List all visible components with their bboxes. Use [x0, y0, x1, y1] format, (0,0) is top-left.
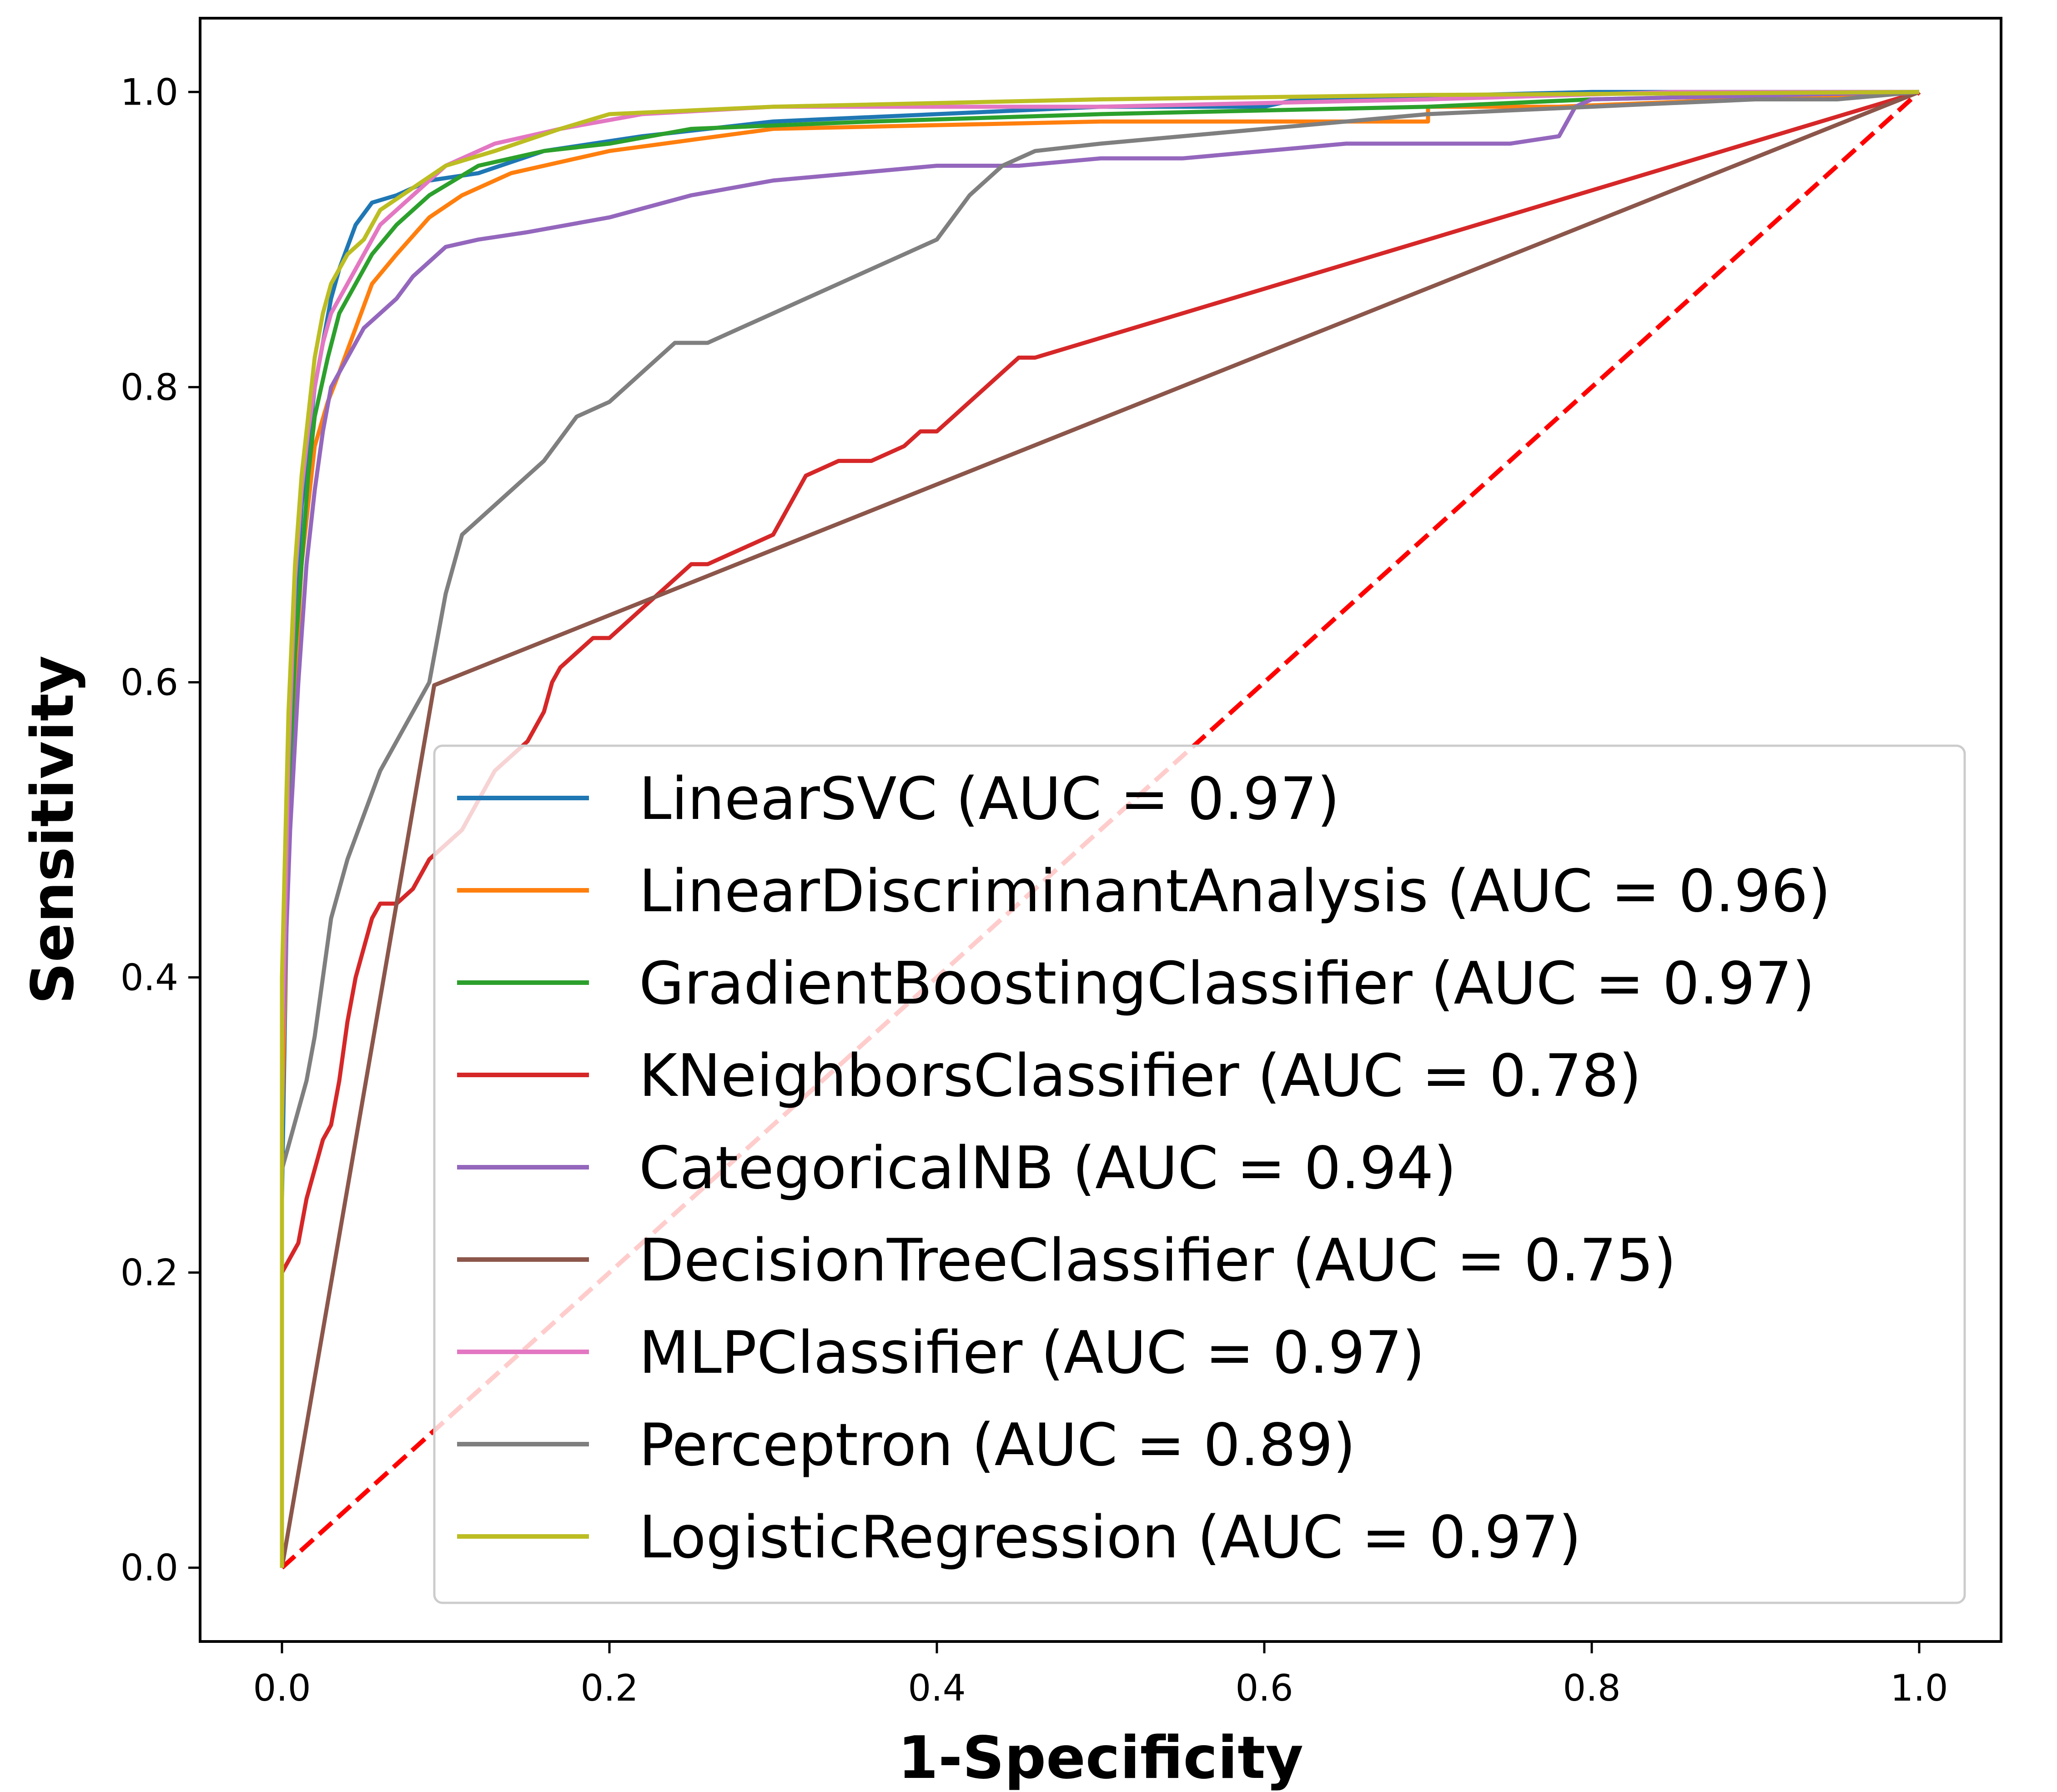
y-tick-label: 1.0: [121, 71, 178, 113]
legend-label-7: Perceptron (AUC = 0.89): [639, 1411, 1356, 1479]
x-axis-ticks: 0.0 0.2 0.4 0.6 0.8 1.0: [253, 1641, 1948, 1709]
x-tick-label: 0.8: [1563, 1667, 1620, 1709]
series-line-3: [280, 90, 1920, 1568]
y-tick-label: 0.2: [121, 1252, 178, 1294]
x-tick-label: 1.0: [1890, 1667, 1948, 1709]
legend-label-1: LinearDiscriminantAnalysis (AUC = 0.96): [639, 858, 1831, 925]
legend-label-6: MLPClassifier (AUC = 0.97): [639, 1319, 1425, 1387]
series-layer: [280, 90, 1920, 1568]
legend-items: LinearSVC (AUC = 0.97) LinearDiscriminant…: [457, 765, 1831, 1571]
y-tick-label: 0.4: [121, 957, 178, 999]
series-line-5: [280, 90, 1920, 1568]
series-line-7: [280, 90, 1920, 1568]
series-line-2: [280, 90, 1920, 1568]
legend-label-0: LinearSVC (AUC = 0.97): [639, 765, 1340, 833]
x-tick-label: 0.6: [1235, 1667, 1293, 1709]
x-tick-label: 0.4: [908, 1667, 966, 1709]
x-axis-label: 1-Specificity: [898, 1724, 1303, 1792]
y-axis-label: Sensitivity: [19, 655, 87, 1004]
x-tick-label: 0.0: [253, 1667, 311, 1709]
x-tick-label: 0.2: [580, 1667, 638, 1709]
plot-area: [280, 90, 1921, 1570]
legend-label-3: KNeighborsClassifier (AUC = 0.78): [639, 1042, 1641, 1110]
series-line-4: [280, 90, 1920, 1568]
series-line-8: [280, 90, 1920, 1568]
y-tick-label: 0.8: [121, 366, 178, 408]
legend-label-5: DecisionTreeClassifier (AUC = 0.75): [639, 1227, 1676, 1295]
legend: LinearSVC (AUC = 0.97) LinearDiscriminant…: [433, 744, 1966, 1604]
legend-box: [433, 744, 1966, 1604]
y-axis-ticks: 0.0 0.2 0.4 0.6 0.8 1.0: [121, 71, 200, 1589]
y-tick-label: 0.6: [121, 661, 178, 703]
y-tick-label: 0.0: [121, 1547, 178, 1589]
legend-label-8: LogisticRegression (AUC = 0.97): [639, 1504, 1581, 1571]
legend-label-4: CategoricalNB (AUC = 0.94): [639, 1134, 1456, 1202]
legend-label-2: GradientBoostingClassifier (AUC = 0.97): [639, 950, 1815, 1018]
axes-frame: [199, 17, 2002, 1643]
